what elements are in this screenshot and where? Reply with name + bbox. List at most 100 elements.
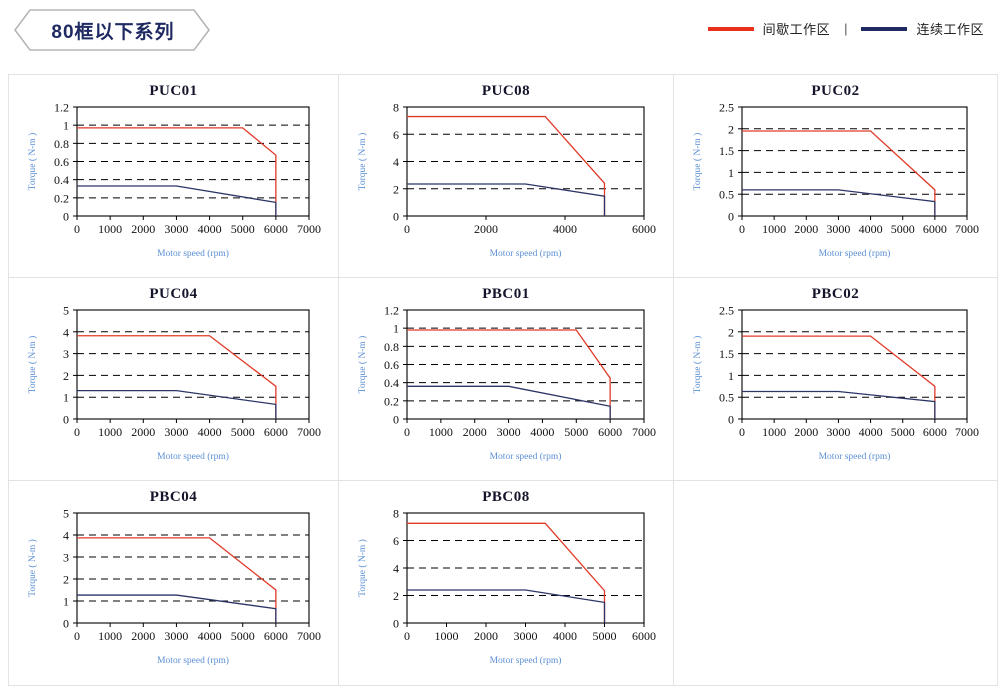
svg-text:3000: 3000 (497, 425, 521, 439)
legend-separator: | (844, 21, 848, 36)
chart-plot-puc04: 0 1000 2000 3000 4000 5000 6000 7000 0 1 2 3 4 5 Motor… (27, 304, 321, 463)
chart-plot-puc01: 0 1000 2000 3000 4000 5000 6000 7000 0 0.2 0.4 0.6 0… (27, 101, 321, 260)
svg-text:4000: 4000 (530, 425, 554, 439)
legend-label-intermittent: 间歇工作区 (762, 22, 831, 37)
svg-text:0: 0 (63, 210, 69, 224)
chart-title-puc04: PUC04 (149, 286, 198, 302)
chart-plot-pbc08: 0 1000 2000 3000 4000 5000 6000 0 2 4 6 8 Motor spee… (357, 507, 656, 667)
svg-text:1000: 1000 (98, 222, 122, 236)
svg-text:6000: 6000 (632, 629, 656, 643)
svg-text:0: 0 (404, 222, 410, 236)
svg-text:4: 4 (63, 529, 69, 543)
svg-text:3000: 3000 (164, 629, 188, 643)
svg-text:2: 2 (63, 573, 69, 587)
svg-text:0: 0 (393, 210, 399, 224)
svg-text:Motor speed (rpm): Motor speed (rpm) (157, 451, 229, 462)
svg-text:7000: 7000 (955, 222, 979, 236)
chart-plot-puc08: 0 2000 4000 6000 0 2 4 6 8 Motor speed (rpm) Torqu… (357, 101, 656, 260)
svg-text:4000: 4000 (859, 222, 883, 236)
svg-text:1: 1 (728, 166, 734, 180)
svg-text:8: 8 (393, 101, 399, 115)
svg-text:0: 0 (63, 617, 69, 631)
svg-text:Torque ( N-m ): Torque ( N-m ) (692, 336, 703, 394)
svg-text:Torque ( N-m ): Torque ( N-m ) (357, 336, 368, 394)
svg-text:1000: 1000 (429, 425, 453, 439)
svg-text:4000: 4000 (198, 222, 222, 236)
chart-title-pbc02: PBC02 (811, 286, 860, 302)
svg-text:6000: 6000 (923, 222, 947, 236)
svg-text:5000: 5000 (564, 425, 588, 439)
svg-text:0.6: 0.6 (384, 358, 399, 372)
svg-text:0: 0 (739, 425, 745, 439)
chart-cell-puc04: PUC04 0 1000 2000 3000 4000 5000 6000 7000 0 1 2 3 4 5… (9, 278, 339, 481)
svg-text:5: 5 (63, 304, 69, 318)
svg-text:5000: 5000 (231, 629, 255, 643)
legend-line-navy (861, 26, 908, 31)
chart-cell-puc01: PUC01 0 1000 2000 3000 4000 5000 6000 7000 0 0.2 0.… (9, 75, 339, 278)
svg-text:0.5: 0.5 (719, 188, 734, 202)
svg-text:Torque ( N-m ): Torque ( N-m ) (27, 336, 38, 394)
svg-text:3000: 3000 (164, 425, 188, 439)
svg-text:1: 1 (728, 369, 734, 383)
svg-text:5000: 5000 (891, 222, 915, 236)
svg-text:Torque ( N-m ): Torque ( N-m ) (27, 133, 38, 191)
chart-cell-pbc04: PBC04 0 1000 2000 3000 4000 5000 6000 7000 0 1 2 3 4 5… (9, 481, 339, 685)
svg-text:1: 1 (393, 322, 399, 336)
svg-text:Motor speed (rpm): Motor speed (rpm) (819, 451, 891, 462)
svg-text:0: 0 (74, 222, 80, 236)
svg-text:1: 1 (63, 391, 69, 405)
svg-text:0: 0 (393, 617, 399, 631)
svg-text:Torque ( N-m ): Torque ( N-m ) (692, 133, 703, 191)
svg-text:Torque ( N-m ): Torque ( N-m ) (357, 539, 368, 597)
svg-text:Motor speed (rpm): Motor speed (rpm) (157, 248, 229, 259)
svg-text:2000: 2000 (131, 222, 155, 236)
svg-text:6000: 6000 (264, 425, 288, 439)
chart-title-puc08: PUC08 (481, 83, 531, 99)
svg-text:6000: 6000 (598, 425, 622, 439)
svg-text:Torque ( N-m ): Torque ( N-m ) (27, 539, 38, 597)
svg-text:8: 8 (393, 507, 399, 521)
svg-text:2.5: 2.5 (719, 304, 734, 318)
svg-text:7000: 7000 (297, 222, 321, 236)
chart-cell-pbc08: PBC08 0 1000 2000 3000 4000 5000 6000 0 2 4 6 8 Motor… (339, 481, 674, 685)
svg-text:0: 0 (404, 629, 410, 643)
svg-text:0.5: 0.5 (719, 391, 734, 405)
svg-text:4000: 4000 (553, 629, 577, 643)
svg-text:6000: 6000 (632, 222, 656, 236)
svg-text:1000: 1000 (98, 425, 122, 439)
svg-text:0.4: 0.4 (384, 376, 399, 390)
chart-title-puc02: PUC02 (811, 83, 860, 99)
svg-text:2000: 2000 (474, 222, 498, 236)
svg-text:Motor speed (rpm): Motor speed (rpm) (157, 655, 229, 666)
chart-title-pbc04: PBC04 (149, 489, 198, 505)
legend: 间歇工作区 | 连续工作区 (707, 19, 998, 38)
page-title-text: 80框以下系列 (51, 21, 175, 43)
chart-cell-puc08: PUC08 0 2000 4000 6000 0 2 4 6 8 Motor speed (rpm)… (339, 75, 674, 278)
svg-text:5000: 5000 (231, 425, 255, 439)
svg-text:7000: 7000 (955, 425, 979, 439)
svg-text:4000: 4000 (859, 425, 883, 439)
svg-text:5000: 5000 (593, 629, 617, 643)
legend-label-continuous: 连续工作区 (916, 22, 984, 37)
page-title-badge: 80框以下系列 (14, 9, 210, 51)
svg-text:1.5: 1.5 (719, 347, 734, 361)
svg-text:0.2: 0.2 (54, 191, 69, 205)
svg-text:Motor speed (rpm): Motor speed (rpm) (490, 655, 562, 666)
chart-plot-pbc02: 0 1000 2000 3000 4000 5000 6000 7000 0 0.5 1 1.5 2 2.… (692, 304, 979, 463)
svg-text:7000: 7000 (632, 425, 656, 439)
chart-title-pbc01: PBC01 (482, 286, 530, 302)
svg-text:Motor speed (rpm): Motor speed (rpm) (490, 451, 562, 462)
chart-cell-empty (674, 481, 997, 685)
svg-text:0: 0 (739, 222, 745, 236)
chart-title-pbc08: PBC08 (482, 489, 530, 505)
svg-text:3000: 3000 (164, 222, 188, 236)
svg-text:2: 2 (728, 325, 734, 339)
svg-text:2.5: 2.5 (719, 101, 734, 115)
chart-plot-pbc04: 0 1000 2000 3000 4000 5000 6000 7000 0 1 2 3 4 5 Motor… (27, 507, 321, 667)
svg-text:0: 0 (63, 413, 69, 427)
svg-text:5: 5 (63, 507, 69, 521)
svg-text:0: 0 (74, 629, 80, 643)
svg-text:4000: 4000 (553, 222, 577, 236)
svg-text:5000: 5000 (231, 222, 255, 236)
svg-text:2: 2 (63, 369, 69, 383)
